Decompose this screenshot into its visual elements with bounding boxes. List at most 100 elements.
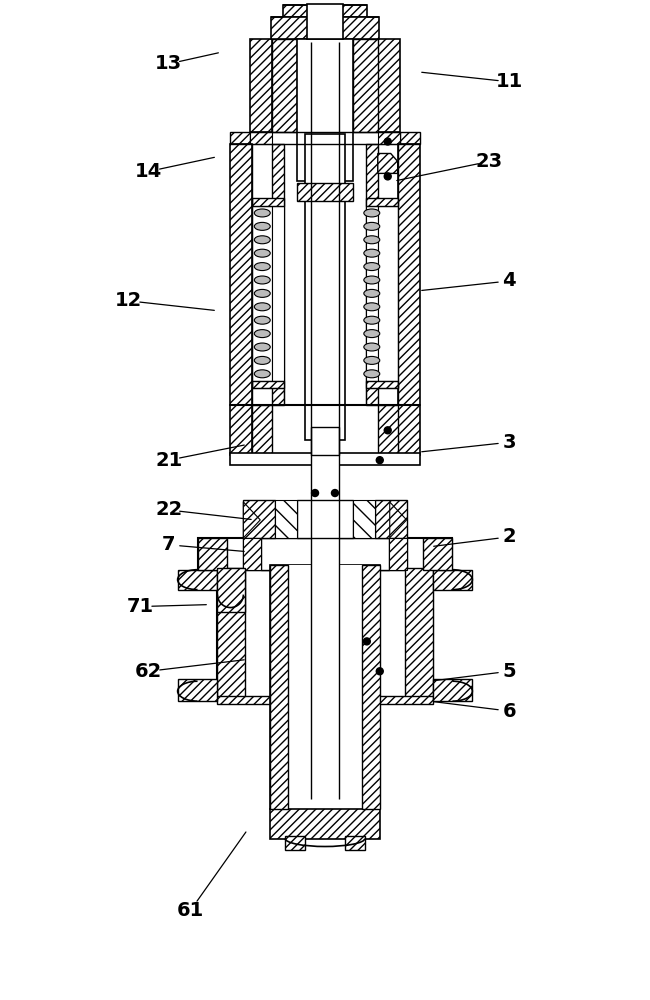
Circle shape — [384, 138, 391, 145]
Polygon shape — [378, 132, 400, 144]
Bar — [398, 405, 420, 455]
Bar — [378, 206, 398, 381]
Bar — [398, 144, 420, 405]
Bar — [389, 538, 407, 570]
Ellipse shape — [254, 222, 270, 230]
Bar — [252, 198, 284, 206]
Ellipse shape — [364, 356, 380, 364]
Ellipse shape — [364, 276, 380, 284]
Text: 12: 12 — [115, 291, 142, 310]
Ellipse shape — [254, 343, 270, 351]
Ellipse shape — [364, 303, 380, 311]
Polygon shape — [378, 153, 398, 173]
Ellipse shape — [254, 263, 270, 271]
Ellipse shape — [254, 249, 270, 257]
Bar — [272, 206, 284, 381]
Polygon shape — [177, 570, 218, 590]
Bar — [307, 4, 343, 39]
Bar — [297, 500, 353, 538]
Ellipse shape — [364, 316, 380, 324]
Text: 62: 62 — [135, 662, 162, 681]
Polygon shape — [390, 502, 407, 538]
Bar — [311, 427, 339, 455]
Circle shape — [376, 457, 384, 464]
Text: 7: 7 — [162, 535, 176, 554]
Bar — [366, 206, 378, 381]
Text: 71: 71 — [127, 597, 154, 616]
Text: 5: 5 — [502, 662, 516, 681]
Ellipse shape — [254, 356, 270, 364]
Bar — [285, 836, 305, 850]
Bar — [283, 5, 367, 17]
Bar — [422, 538, 452, 570]
Bar — [271, 17, 379, 39]
Bar — [272, 144, 284, 405]
Bar — [198, 538, 228, 570]
Text: 13: 13 — [155, 54, 182, 73]
Bar — [243, 538, 261, 570]
Ellipse shape — [364, 330, 380, 338]
Ellipse shape — [254, 276, 270, 284]
Bar — [305, 134, 345, 440]
Bar — [362, 565, 380, 809]
Text: 21: 21 — [155, 451, 182, 470]
Ellipse shape — [254, 209, 270, 217]
Ellipse shape — [254, 289, 270, 297]
Bar — [353, 39, 378, 132]
Polygon shape — [432, 679, 473, 701]
Bar — [366, 381, 398, 388]
Polygon shape — [400, 132, 420, 144]
Bar — [218, 568, 432, 699]
Bar — [288, 565, 362, 809]
Ellipse shape — [364, 370, 380, 378]
Bar — [218, 568, 245, 699]
Bar — [252, 405, 272, 455]
Text: 3: 3 — [502, 433, 516, 452]
Ellipse shape — [364, 209, 380, 217]
Bar — [252, 206, 272, 381]
Polygon shape — [177, 679, 218, 701]
Ellipse shape — [364, 289, 380, 297]
Bar — [345, 836, 365, 850]
Polygon shape — [353, 500, 375, 538]
Ellipse shape — [364, 343, 380, 351]
Ellipse shape — [254, 330, 270, 338]
Text: 22: 22 — [155, 500, 182, 519]
Ellipse shape — [254, 303, 270, 311]
Text: 2: 2 — [502, 527, 516, 546]
Bar — [297, 183, 353, 201]
Polygon shape — [230, 132, 250, 144]
Bar — [270, 565, 380, 809]
Bar — [270, 809, 380, 839]
Text: 11: 11 — [495, 72, 523, 91]
Bar — [405, 568, 432, 699]
Bar — [297, 39, 353, 181]
Bar — [261, 538, 389, 570]
Bar — [230, 453, 420, 465]
Bar — [230, 144, 252, 405]
Text: 4: 4 — [502, 271, 516, 290]
Bar — [366, 144, 378, 405]
Text: 23: 23 — [476, 152, 503, 171]
Bar — [378, 39, 400, 132]
Polygon shape — [432, 570, 473, 590]
Circle shape — [376, 668, 384, 675]
Bar — [230, 405, 252, 455]
Circle shape — [311, 490, 318, 497]
Bar — [250, 39, 272, 132]
Ellipse shape — [254, 370, 270, 378]
Polygon shape — [250, 132, 272, 144]
Circle shape — [384, 173, 391, 180]
Bar — [218, 568, 245, 612]
Ellipse shape — [254, 236, 270, 244]
Ellipse shape — [364, 236, 380, 244]
Ellipse shape — [364, 263, 380, 271]
Ellipse shape — [364, 249, 380, 257]
Ellipse shape — [254, 316, 270, 324]
Polygon shape — [243, 502, 260, 538]
Bar — [378, 405, 398, 455]
Bar — [270, 565, 288, 809]
Circle shape — [363, 638, 370, 645]
Bar — [243, 538, 407, 570]
Bar — [366, 198, 398, 206]
